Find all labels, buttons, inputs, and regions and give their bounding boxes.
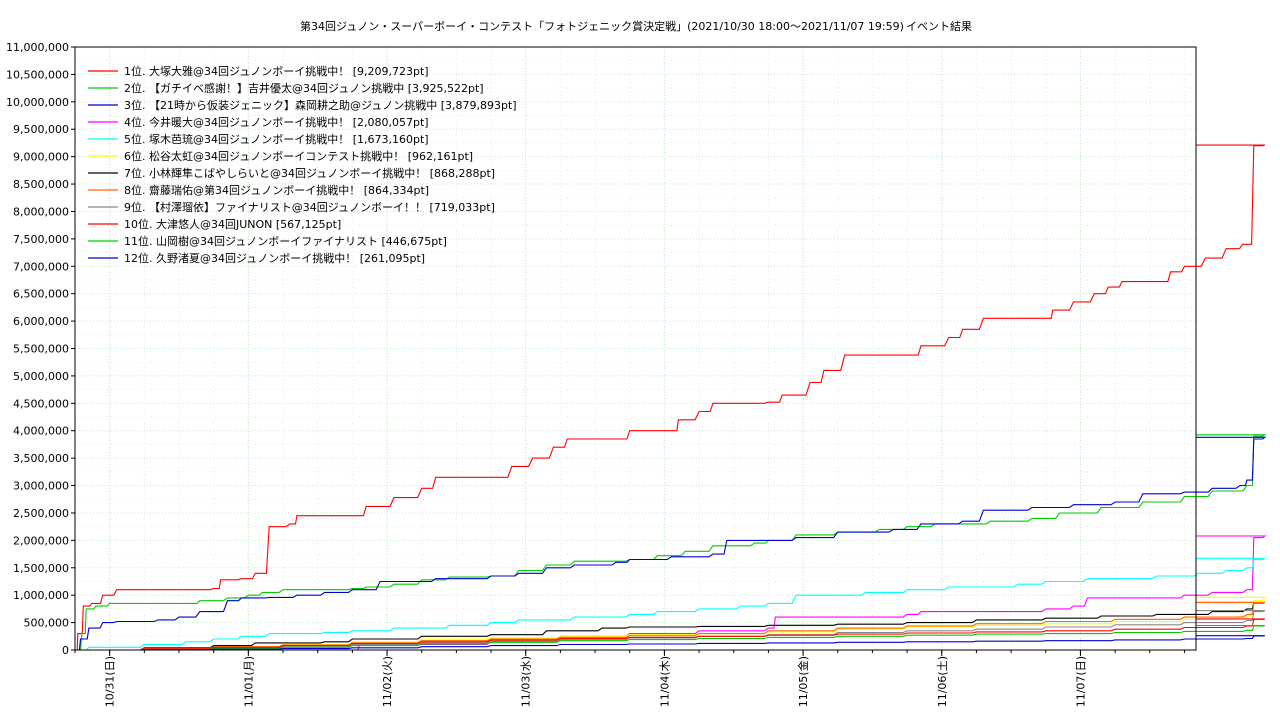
chart-title: 第34回ジュノン・スーパーボーイ・コンテスト「フォトジェニック賞決定戦」(202… (300, 19, 904, 33)
y-axis: 0 500,000 1,000,000 1,500,000 2,000,000 2,500… (6, 41, 75, 657)
chart-subtitle: イベント結果 (906, 19, 972, 33)
y-tick-label: 9,500,000 (13, 123, 69, 136)
series-line-3 (75, 436, 1267, 651)
legend-label-5: 5位. 塚木芭琉@34回ジュノンボーイ挑戦中！ [1,673,160pt] (124, 132, 429, 146)
y-tick-label: 10,000,000 (6, 96, 69, 109)
x-tick-label: 11/03(水) (520, 656, 533, 707)
y-tick-label: 10,500,000 (6, 68, 69, 81)
series-layer (75, 144, 1267, 651)
x-tick-label: 11/04(木) (658, 656, 671, 707)
x-tick-label: 11/07(日) (1074, 656, 1087, 707)
legend-label-4: 4位. 今井暖大@34回ジュノンボーイ挑戦中！ [2,080,057pt] (124, 115, 429, 129)
legend-label-7: 7位. 小林輝隼こばやしらいと@34回ジュノンボーイ挑戦中！ [868,288p… (124, 166, 495, 180)
series-line-5 (75, 557, 1266, 651)
legend-label-12: 12位. 久野渚夏@34回ジュノンボーイ挑戦中！ [261,095pt] (124, 251, 425, 265)
legend-label-2: 2位. 【ガチイベ感謝！】吉井優太@34回ジュノン挑戦中 [3,925,522p… (124, 81, 484, 95)
x-axis: 10/31(日) 11/01(月) 11/02(火) 11/03(水) 11/04(木)… (74, 650, 1185, 707)
grid (75, 46, 1196, 651)
y-tick-label: 7,000,000 (13, 260, 69, 273)
legend-label-8: 8位. 齋藤瑞佑@第34回ジュノンボーイ挑戦中！ [864,334pt] (124, 183, 429, 197)
legend-label-10: 10位. 大津悠人@34回JUNON [567,125pt] (124, 217, 341, 231)
y-tick-label: 1,000,000 (13, 589, 69, 602)
y-tick-label: 0 (62, 644, 69, 657)
y-tick-label: 8,000,000 (13, 205, 69, 218)
x-tick-label: 11/06(土) (936, 656, 949, 707)
legend-label-11: 11位. 山岡樹@34回ジュノンボーイファイナリスト [446,675pt] (124, 234, 447, 248)
y-tick-label: 5,500,000 (13, 343, 69, 356)
y-tick-label: 5,000,000 (13, 370, 69, 383)
y-tick-label: 7,500,000 (13, 233, 69, 246)
series-line-12 (75, 635, 1265, 651)
y-tick-label: 2,500,000 (13, 507, 69, 520)
x-tick-label: 11/02(火) (381, 656, 394, 707)
y-tick-label: 4,500,000 (13, 397, 69, 410)
y-tick-label: 9,000,000 (13, 151, 69, 164)
y-tick-label: 500,000 (24, 617, 70, 630)
y-tick-label: 8,500,000 (13, 178, 69, 191)
series-line-7 (75, 601, 1266, 651)
y-tick-label: 2,000,000 (13, 534, 69, 547)
x-tick-label: 11/05(金) (796, 656, 810, 707)
x-tick-label: 10/31(日) (104, 656, 117, 707)
y-tick-label: 3,500,000 (13, 452, 69, 465)
y-tick-label: 1,500,000 (13, 562, 69, 575)
legend-label-1: 1位. 大塚大雅@34回ジュノンボーイ挑戦中！ [9,209,723pt] (124, 64, 429, 78)
y-tick-label: 6,500,000 (13, 288, 69, 301)
series-line-10 (75, 618, 1265, 651)
x-tick-label: 11/01(月) (242, 656, 255, 707)
series-line-6 (75, 596, 1266, 651)
legend-label-3: 3位. 【21時から仮装ジェニック】森岡耕之助@ジュノン挑戦中 [3,879,8… (124, 98, 517, 112)
legend: 1位. 大塚大雅@34回ジュノンボーイ挑戦中！ [9,209,723pt] 2位… (88, 64, 517, 265)
y-tick-label: 4,000,000 (13, 425, 69, 438)
series-line-1 (75, 144, 1266, 651)
y-tick-label: 6,000,000 (13, 315, 69, 328)
series-line-11 (75, 624, 1265, 651)
y-tick-label: 11,000,000 (6, 41, 69, 54)
y-tick-label: 3,000,000 (13, 480, 69, 493)
legend-label-6: 6位. 松谷太虹@34回ジュノンボーイコンテスト挑戦中！ [962,161pt] (124, 149, 473, 163)
series-line-4 (75, 535, 1267, 651)
legend-label-9: 9位. 【村澤瑠依】ファイナリスト@34回ジュノンボーイ！！ [719,033p… (124, 200, 495, 214)
series-line-8 (75, 602, 1266, 651)
